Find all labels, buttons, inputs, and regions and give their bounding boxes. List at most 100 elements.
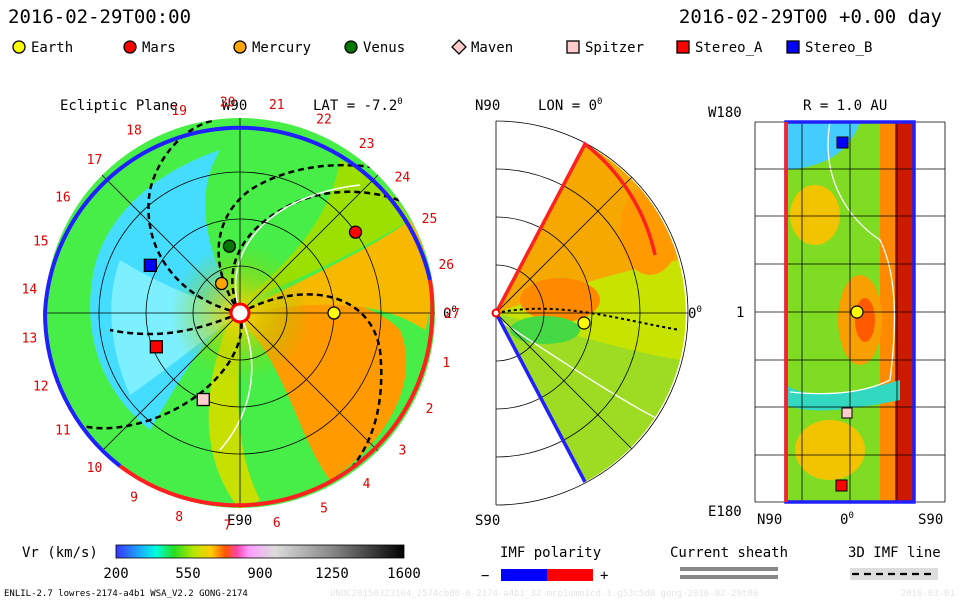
- meridional-warm-top: [496, 144, 680, 313]
- ecliptic-body-mars: [348, 225, 363, 239]
- carrington-tick-4: 4: [363, 477, 371, 492]
- imf-negative-swatch: [501, 569, 547, 581]
- polarity-ring-negative-2: [43, 312, 122, 468]
- au-map-stereo-a: [835, 479, 848, 492]
- au-map-spitzer: [841, 407, 853, 419]
- carrington-tick-18: 18: [126, 123, 142, 138]
- colorbar-tick-550: 550: [175, 566, 200, 582]
- meridional-bottom-label: S90: [475, 513, 500, 529]
- legend-marker-mars: [123, 40, 137, 54]
- colorbar: [115, 544, 405, 559]
- date-left: 2016-02-29T00:00: [8, 6, 191, 28]
- carrington-tick-25: 25: [422, 212, 438, 227]
- colorbar-tick-200: 200: [103, 566, 128, 582]
- ecliptic-right-label-group: 00: [443, 305, 457, 322]
- au-map-yellow-blob: [790, 185, 840, 245]
- legend: Earth Mars Mercury Venus Maven Spitzer Stereo_…: [12, 39, 872, 56]
- carrington-tick-1: 1: [442, 356, 450, 371]
- lat-degree: 0: [397, 97, 402, 107]
- legend-label-earth: Earth: [31, 40, 73, 56]
- imf3d-title: 3D IMF line: [848, 545, 941, 561]
- au-map-sheath: [789, 122, 896, 395]
- legend-label-stereo-a: Stereo_A: [695, 40, 763, 56]
- au-map-x-left: N90: [757, 512, 782, 528]
- colorbar-label: Vr (km/s): [22, 545, 98, 561]
- ecliptic-body-mercury: [214, 276, 229, 291]
- carrington-tick-9: 9: [130, 491, 138, 506]
- ecliptic-body-stereo-a: [149, 340, 163, 354]
- carrington-tick-16: 16: [55, 191, 71, 206]
- carrington-tick-20: 20: [220, 95, 236, 110]
- current-sheath-swatch-1: [680, 567, 778, 571]
- au-map-mid-label: 1: [736, 305, 744, 321]
- legend-label-spitzer: Spitzer: [585, 40, 644, 56]
- legend-label-mercury: Mercury: [252, 40, 311, 56]
- legend-marker-mercury: [233, 40, 247, 54]
- meridional-right-degree: 0: [696, 305, 701, 315]
- carrington-tick-23: 23: [359, 137, 375, 152]
- run-date: 2016-03-01: [901, 589, 955, 599]
- current-sheath-2: [219, 312, 253, 451]
- imf-line-1: [147, 118, 241, 315]
- ecliptic-body-venus: [222, 239, 237, 253]
- lon-label: LON = 0: [538, 98, 597, 114]
- carrington-tick-8: 8: [175, 510, 183, 525]
- polarity-ring-negative: [43, 125, 432, 314]
- lat-label: LAT = -7.2: [313, 98, 397, 114]
- au-map-bottom-label: E180: [708, 504, 742, 520]
- carrington-tick-22: 22: [316, 112, 332, 127]
- legend-label-stereo-b: Stereo_B: [805, 40, 872, 56]
- ecliptic-right-degree: 0: [451, 305, 456, 315]
- carrington-tick-21: 21: [269, 98, 285, 113]
- meridional-panel: N90 LON = 00 S90 00: [475, 97, 702, 529]
- meridional-right-label-group: 00: [688, 305, 702, 322]
- legend-label-venus: Venus: [363, 40, 405, 56]
- carrington-tick-10: 10: [87, 461, 103, 476]
- carrington-tick-3: 3: [398, 443, 406, 458]
- imf-line-2: [217, 163, 391, 314]
- legend-marker-maven: [451, 39, 467, 55]
- lat-label-group: LAT = -7.20: [313, 97, 403, 114]
- au-map-stereo-b: [836, 136, 849, 149]
- legend-label-mars: Mars: [142, 40, 176, 56]
- current-sheath-title: Current sheath: [670, 545, 788, 561]
- imf-positive-swatch: [547, 569, 593, 581]
- au-map-cyan-stripe: [786, 380, 900, 411]
- meridional-edge-negative: [494, 312, 587, 483]
- carrington-tick-14: 14: [22, 282, 38, 297]
- meridional-earth: [577, 316, 591, 330]
- au-map-yellow-blob-2: [795, 420, 865, 480]
- r-label: R = 1.0 AU: [803, 98, 887, 114]
- ecliptic-top-label: W90: [222, 98, 247, 114]
- lon-degree: 0: [597, 97, 602, 107]
- meridional-right-label: 0: [688, 306, 696, 322]
- ecliptic-panel: Ecliptic Plane W90 LAT = -7.20 E90 00 12…: [22, 95, 460, 533]
- ecliptic-bottom-label: E90: [227, 513, 252, 529]
- carrington-tick-17: 17: [87, 153, 103, 168]
- au-map-x-mid-degree: 0: [848, 511, 853, 521]
- au-map-blue-region: [786, 122, 860, 170]
- imf-line-6: [109, 311, 241, 336]
- meridional-cool-spot: [510, 316, 580, 344]
- au-map-x-right: S90: [918, 512, 943, 528]
- legend-marker-stereo-b: [786, 40, 800, 54]
- au-map-x-mid: 0: [840, 512, 848, 528]
- legend-marker-spitzer: [566, 40, 580, 54]
- ecliptic-title: Ecliptic Plane: [60, 98, 178, 114]
- imf-plus: +: [600, 568, 608, 584]
- au-map-panel: R = 1.0 AU W180 1 E180 N90 00 S90: [708, 98, 946, 528]
- legend-marker-venus: [344, 40, 358, 54]
- carrington-tick-2: 2: [426, 402, 434, 417]
- imf-line-5: [79, 312, 243, 430]
- ecliptic-body-stereo-b: [143, 258, 158, 272]
- colorbar-tick-900: 900: [247, 566, 272, 582]
- carrington-tick-27: 27: [444, 307, 460, 322]
- carrington-tick-5: 5: [320, 502, 328, 517]
- polarity-ring-positive: [118, 279, 435, 508]
- carrington-tick-11: 11: [55, 424, 71, 439]
- carrington-tick-13: 13: [22, 332, 38, 347]
- sun-marker: [229, 302, 251, 324]
- au-map-top-label: W180: [708, 105, 742, 121]
- lon-label-group: LON = 00: [538, 97, 602, 114]
